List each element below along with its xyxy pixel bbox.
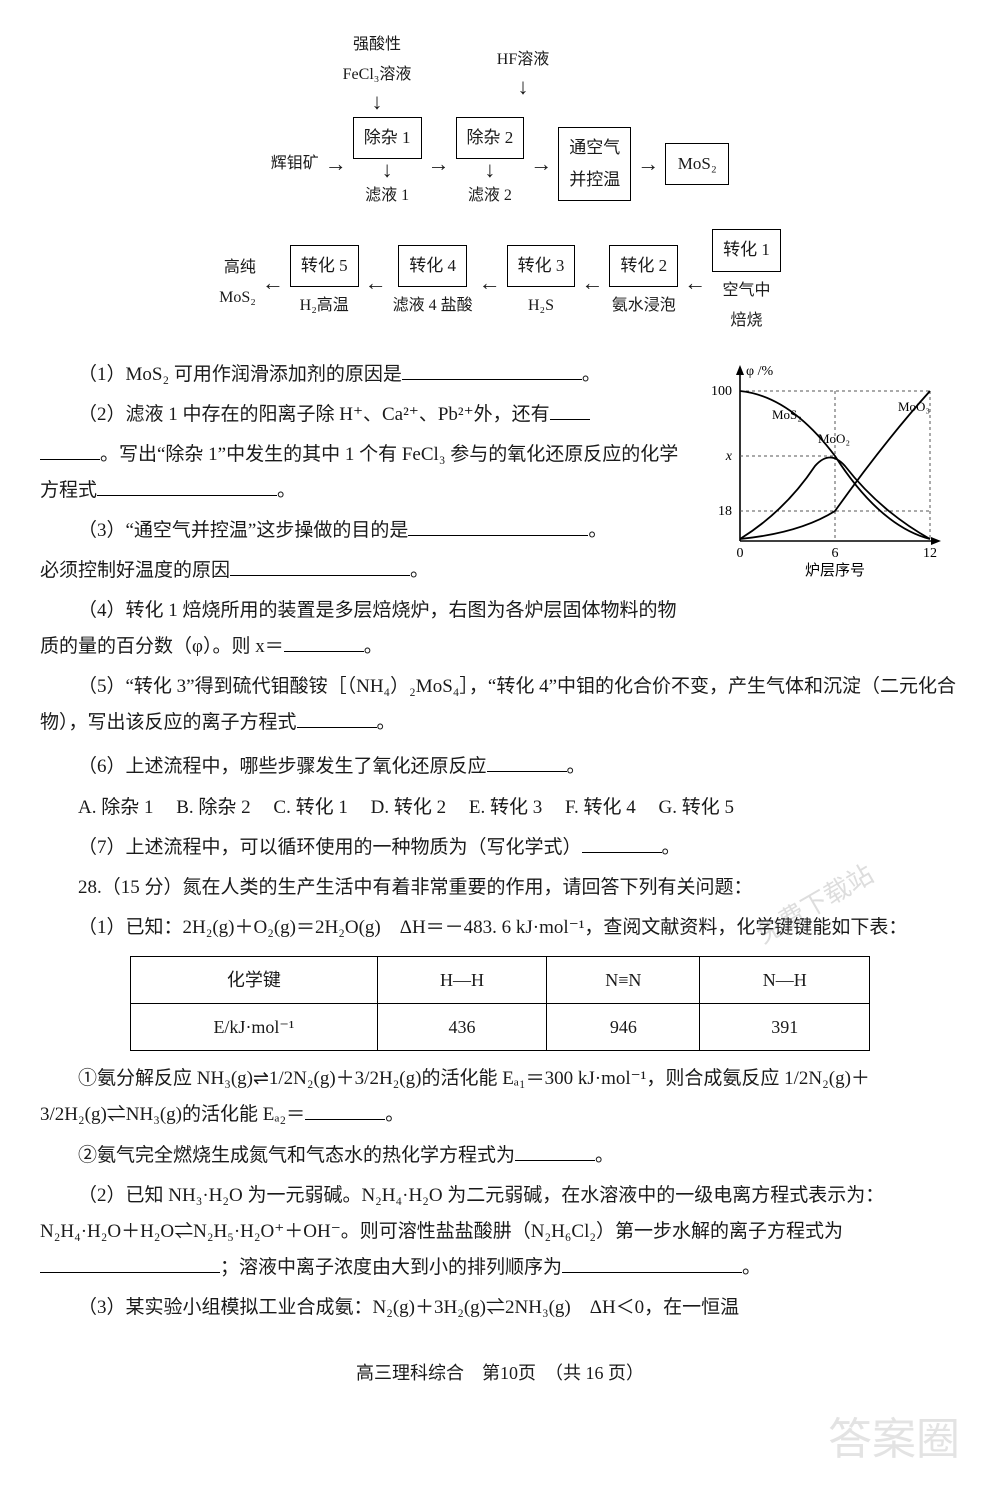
q28-1: （1）已知：2H₂(g)＋O₂(g)＝2H₂O(g) ΔH＝－483. 6 kJ…: [40, 910, 960, 946]
arrow-right-icon: →: [524, 153, 558, 175]
ytick-x: x: [725, 449, 733, 464]
opt-b[interactable]: B. 除杂 2: [176, 797, 250, 818]
opt-a[interactable]: A. 除杂 1: [78, 797, 153, 818]
th-hh: H—H: [377, 956, 547, 1003]
label-ammonia: 氨水浸泡: [612, 291, 676, 321]
td-v3: 391: [700, 1004, 870, 1051]
td-unit: E/kJ·mol⁻¹: [131, 1004, 378, 1051]
blank[interactable]: [305, 1100, 385, 1121]
label-hf: HF溶液: [497, 45, 549, 75]
arrow-down-icon: ↓: [376, 159, 399, 181]
q28-3: （3）某实验小组模拟工业合成氨：N₂(g)＋3H₂(g)⇌2NH₃(g) ΔH＜…: [40, 1290, 960, 1326]
box-chuza2: 除杂 2: [456, 117, 525, 159]
q6-options: A. 除杂 1 B. 除杂 2 C. 转化 1 D. 转化 2 E. 转化 3 …: [40, 790, 960, 826]
q28: 28.（15 分）氮在人类的生产生活中有着非常重要的作用，请回答下列有关问题：: [40, 870, 960, 906]
th-bond: 化学键: [131, 956, 378, 1003]
th-nn: N≡N: [547, 956, 700, 1003]
arrow-left-icon: ←: [256, 272, 290, 294]
arrow-left-icon: ←: [678, 272, 712, 294]
label-h2: H₂高温: [300, 291, 349, 321]
arrow-right-icon: →: [319, 153, 353, 175]
blank[interactable]: [40, 439, 100, 460]
label-lvye4: 滤液 4 盐酸: [393, 291, 473, 321]
opt-g[interactable]: G. 转化 5: [659, 797, 734, 818]
label-lvye1: 滤液 1: [365, 181, 409, 211]
blank[interactable]: [230, 555, 410, 576]
q7: （7）上述流程中，可以循环使用的一种物质为（写化学式）。: [40, 830, 960, 866]
arrow-down-icon: ↓: [478, 159, 501, 181]
watermark-2: 答案圈: [828, 1398, 960, 1482]
blank[interactable]: [97, 475, 277, 496]
box-zh4: 转化 4: [398, 245, 467, 287]
xtick-12: 12: [923, 546, 937, 561]
q28-2: （2）已知 NH₃·H₂O 为一元弱碱。N₂H₄·H₂O 为二元弱碱，在水溶液中…: [40, 1178, 960, 1286]
label-roast: 空气中 焙烧: [722, 276, 770, 337]
blank[interactable]: [284, 631, 364, 652]
opt-c[interactable]: C. 转化 1: [273, 797, 347, 818]
box-chuza1: 除杂 1: [353, 117, 422, 159]
td-v1: 436: [377, 1004, 547, 1051]
blank[interactable]: [402, 359, 582, 380]
arrow-down-icon: ↓: [512, 76, 535, 98]
box-zh2: 转化 2: [609, 245, 678, 287]
chart-ylabel: φ /%: [746, 364, 773, 379]
blank[interactable]: [297, 708, 377, 729]
q28-1b: ②氨气完全燃烧生成氮气和气态水的热化学方程式为。: [40, 1138, 960, 1174]
arrow-right-icon: →: [631, 153, 665, 175]
opt-d[interactable]: D. 转化 2: [371, 797, 446, 818]
blank[interactable]: [487, 752, 567, 773]
opt-e[interactable]: E. 转化 3: [469, 797, 542, 818]
xtick-0: 0: [737, 546, 744, 561]
label-moo3: MoO₃: [898, 399, 930, 414]
blank[interactable]: [562, 1252, 742, 1273]
opt-f[interactable]: F. 转化 4: [565, 797, 636, 818]
bond-energy-table: 化学键 H—H N≡N N—H E/kJ·mol⁻¹ 436 946 391: [130, 956, 870, 1051]
q5: （5）“转化 3”得到硫代钼酸铵［（NH₄）₂MoS₄］，“转化 4”中钼的化合…: [40, 669, 960, 741]
process-flow-diagram: 强酸性 FeCl₃溶液 ↓ HF溶液 ↓ 辉钼矿 → 除杂 1 ↓ 滤液 1 →…: [60, 30, 940, 337]
label-lvye2: 滤液 2: [468, 181, 512, 211]
arrow-down-icon: ↓: [366, 91, 389, 113]
td-v2: 946: [547, 1004, 700, 1051]
label-mos2: MoS₂: [772, 407, 802, 422]
layer-composition-chart: φ /% 100 x 18 0 6 12 炉层序号 MoS₂ MoO₂ MoO₃: [700, 361, 960, 594]
blank[interactable]: [582, 832, 662, 853]
ytick-18: 18: [718, 504, 732, 519]
th-nh: N—H: [700, 956, 870, 1003]
q6: （6）上述流程中，哪些步骤发生了氧化还原反应。: [40, 749, 960, 785]
label-moo2: MoO₂: [818, 431, 850, 446]
input-label: 辉钼矿: [271, 149, 319, 179]
chart-xlabel: 炉层序号: [805, 562, 865, 579]
box-zh5: 转化 5: [290, 245, 359, 287]
box-air: 通空气 并控温: [558, 127, 631, 202]
blank[interactable]: [550, 399, 590, 420]
blank[interactable]: [408, 515, 588, 536]
xtick-6: 6: [832, 546, 839, 561]
box-zh3: 转化 3: [507, 245, 576, 287]
output-label: 高纯 MoS₂: [219, 253, 256, 314]
box-zh1: 转化 1: [712, 229, 781, 271]
q4: （4）转化 1 焙烧所用的装置是多层焙烧炉，右图为各炉层固体物料的物质的量的百分…: [40, 593, 960, 665]
page-footer: 高三理科综合 第10页 （共 16 页）: [40, 1356, 960, 1390]
blank[interactable]: [40, 1252, 220, 1273]
arrow-right-icon: →: [422, 153, 456, 175]
ytick-100: 100: [711, 384, 732, 399]
arrow-left-icon: ←: [473, 272, 507, 294]
arrow-left-icon: ←: [359, 272, 393, 294]
box-mos2: MoS₂: [665, 143, 729, 185]
arrow-left-icon: ←: [575, 272, 609, 294]
label-fecl3: 强酸性 FeCl₃溶液: [343, 30, 412, 91]
blank[interactable]: [515, 1140, 595, 1161]
q28-1a: ①氨分解反应 NH₃(g)⇌1/2N₂(g)＋3/2H₂(g)的活化能 Eₐ₁＝…: [40, 1061, 960, 1133]
label-h2s: H₂S: [528, 291, 554, 321]
